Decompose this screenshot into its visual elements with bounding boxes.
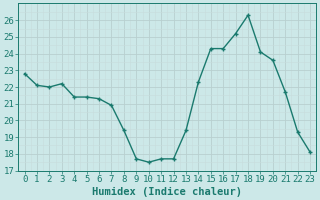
- X-axis label: Humidex (Indice chaleur): Humidex (Indice chaleur): [92, 186, 242, 197]
